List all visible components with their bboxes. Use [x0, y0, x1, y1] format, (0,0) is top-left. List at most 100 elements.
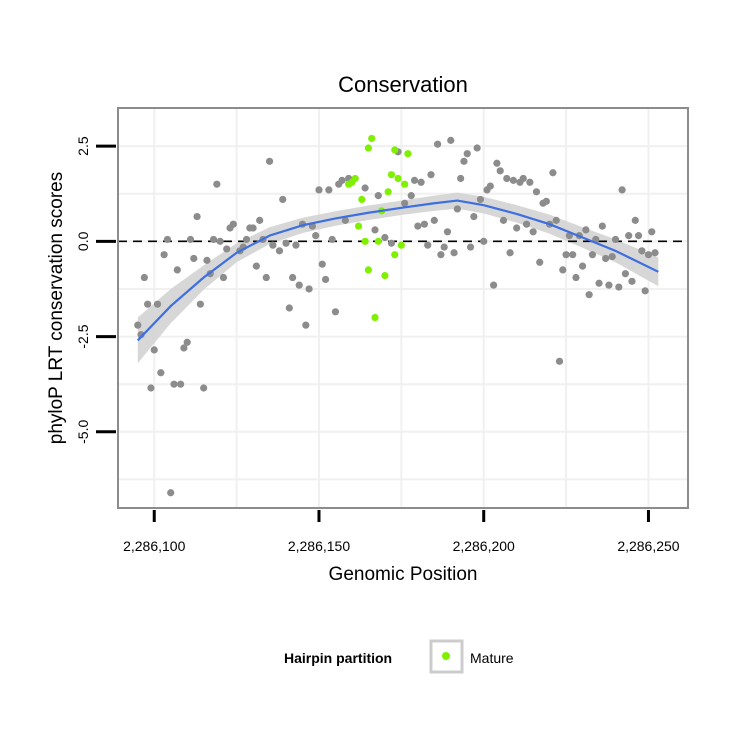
- conservation-point: [450, 249, 458, 257]
- conservation-point: [289, 273, 297, 282]
- conservation-point: [621, 270, 629, 278]
- conservation-point: [476, 195, 485, 204]
- conservation-point: [193, 212, 201, 221]
- x-axis-label: Genomic Position: [329, 564, 478, 585]
- conservation-point: [618, 186, 626, 194]
- conservation-point: [447, 136, 455, 144]
- legend-entry-mature: Mature: [470, 650, 514, 666]
- conservation-point: [572, 273, 580, 282]
- conservation-point: [522, 220, 531, 228]
- conservation-point: [275, 247, 284, 255]
- conservation-point: [578, 262, 587, 270]
- conservation-point: [190, 254, 198, 263]
- conservation-point: [153, 300, 162, 308]
- conservation-point: [532, 188, 541, 196]
- conservation-point: [486, 182, 494, 190]
- conservation-point: [160, 251, 168, 259]
- conservation-point: [269, 241, 277, 249]
- conservation-point: [453, 205, 461, 213]
- conservation-point: [569, 251, 577, 259]
- conservation-point: [242, 235, 251, 244]
- conservation-point: [150, 346, 158, 354]
- conservation-point: [196, 300, 204, 308]
- y-tick-label: 2.5: [75, 136, 91, 156]
- legend: Hairpin partition Mature: [284, 639, 514, 674]
- conservation-point: [401, 199, 409, 207]
- mature-point: [394, 174, 402, 183]
- conservation-point: [437, 251, 445, 259]
- conservation-point: [641, 287, 649, 295]
- conservation-point: [542, 197, 550, 205]
- conservation-point: [295, 281, 303, 289]
- conservation-point: [163, 235, 172, 244]
- conservation-point: [282, 239, 290, 247]
- conservation-point: [611, 235, 620, 244]
- x-tick-label: 2,286,150: [288, 538, 350, 554]
- mature-points: [345, 134, 412, 322]
- conservation-point: [602, 254, 610, 263]
- conservation-point: [223, 245, 231, 253]
- conservation-point: [552, 216, 560, 224]
- conservation-point: [200, 384, 208, 392]
- conservation-point: [410, 176, 419, 184]
- conservation-point: [315, 186, 323, 194]
- conservation-point: [170, 380, 178, 388]
- conservation-point: [433, 140, 442, 148]
- other-points: [134, 136, 659, 497]
- conservation-point: [203, 256, 211, 264]
- conservation-point: [598, 222, 606, 230]
- conservation-point: [443, 228, 452, 236]
- conservation-point: [279, 195, 287, 204]
- x-axis: 2,286,100 2,286,150 2,286,200 2,286,250: [123, 510, 680, 554]
- conservation-point: [229, 220, 237, 228]
- conservation-point: [407, 192, 415, 200]
- mature-point: [401, 180, 409, 188]
- conservation-point: [628, 277, 636, 285]
- conservation-point: [186, 235, 195, 244]
- conservation-point: [638, 247, 646, 255]
- conservation-point: [302, 321, 310, 329]
- conservation-point: [631, 216, 639, 224]
- conservation-point: [519, 174, 527, 183]
- conservation-point: [177, 380, 185, 388]
- x-tick-label: 2,286,100: [123, 538, 185, 554]
- conservation-point: [387, 239, 396, 247]
- mature-point: [391, 251, 399, 259]
- conservation-point: [496, 167, 504, 175]
- conservation-point: [466, 243, 475, 251]
- panel-background: [118, 108, 688, 508]
- smooth-line: [136, 199, 659, 342]
- conservation-point: [361, 184, 369, 192]
- conservation-point: [651, 249, 659, 257]
- conservation-point: [219, 273, 228, 282]
- y-tick-label: 0.0: [75, 231, 91, 251]
- mature-point: [351, 174, 359, 183]
- conservation-point: [381, 233, 389, 242]
- conservation-point: [509, 176, 517, 184]
- conservation-point: [526, 178, 534, 186]
- mature-point: [364, 144, 373, 152]
- conservation-point: [341, 216, 349, 224]
- conservation-point: [167, 489, 175, 497]
- conservation-point: [562, 251, 570, 259]
- conservation-point: [256, 216, 264, 224]
- conservation-point: [430, 216, 438, 224]
- conservation-point: [470, 212, 478, 221]
- conservation-point: [249, 224, 257, 232]
- y-tick-label: -5.0: [75, 420, 91, 444]
- chart-title: Conservation: [338, 72, 468, 97]
- conservation-point: [490, 281, 498, 289]
- conservation-point: [338, 176, 346, 184]
- conservation-point: [331, 308, 340, 316]
- conservation-point: [265, 157, 274, 165]
- conservation-point: [147, 384, 155, 392]
- mature-point: [397, 241, 405, 249]
- conservation-point: [549, 169, 557, 177]
- conservation-point: [503, 174, 511, 183]
- conservation-point: [588, 251, 597, 259]
- y-axis: 2.5 0.0 -2.5 -5.0: [75, 136, 116, 444]
- conservation-point: [440, 243, 448, 251]
- conservation-point: [473, 144, 481, 152]
- conservation-point: [463, 150, 471, 158]
